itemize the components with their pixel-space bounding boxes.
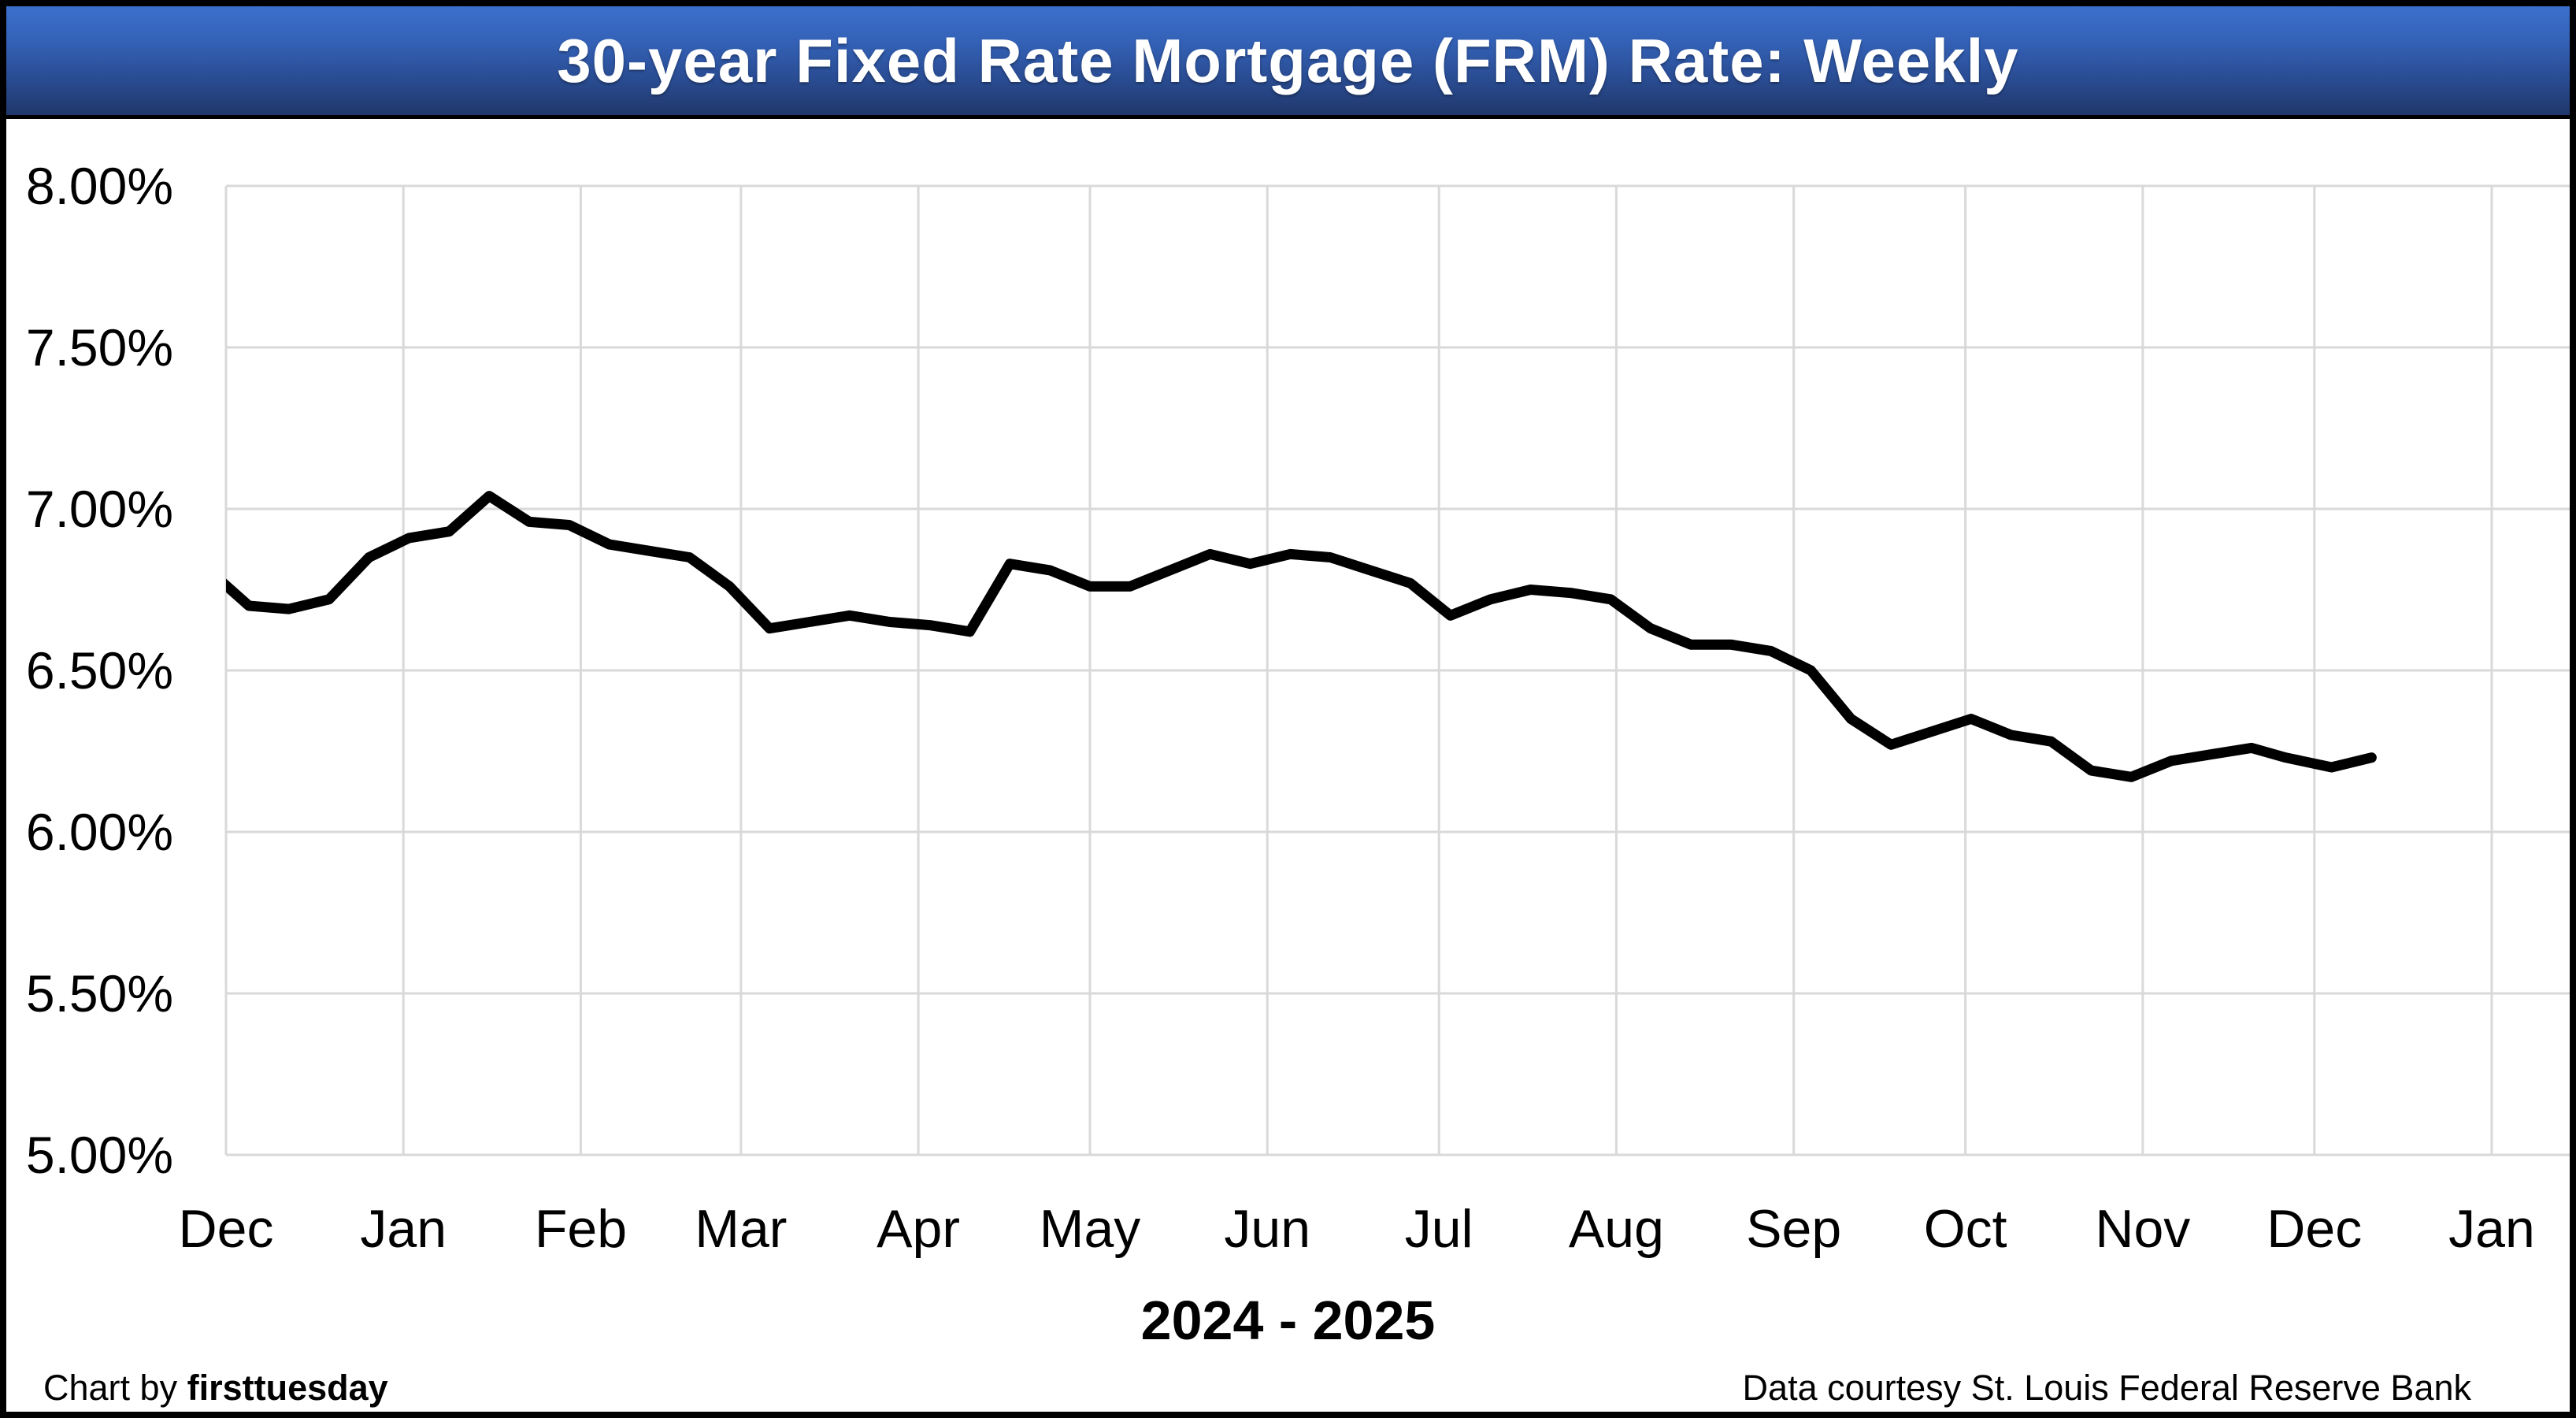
y-tick-label: 7.00% <box>26 480 173 538</box>
chart-title: 30-year Fixed Rate Mortgage (FRM) Rate: … <box>557 25 2019 95</box>
y-tick-label: 5.00% <box>26 1126 173 1184</box>
credit-left-brand: firsttuesday <box>187 1368 388 1408</box>
title-bar: 30-year Fixed Rate Mortgage (FRM) Rate: … <box>6 6 2570 119</box>
plot-area: 8.00%7.50%7.00%6.50%6.00%5.50%5.00%Dec Ja… <box>26 157 2570 1259</box>
y-tick-label: 5.50% <box>26 964 173 1023</box>
x-month-label: May <box>1040 1199 1140 1259</box>
y-tick-label: 8.00% <box>26 157 173 215</box>
x-month-label: Nov <box>2095 1199 2190 1259</box>
x-month-label: Dec <box>179 1199 274 1259</box>
x-month-label: Jan <box>360 1199 447 1259</box>
x-month-label: Apr <box>877 1199 960 1259</box>
y-tick-label: 7.50% <box>26 318 173 377</box>
x-month-label: Sep <box>1746 1199 1841 1259</box>
x-month-label: Jun <box>1224 1199 1310 1259</box>
credit-left-prefix: Chart by <box>43 1368 187 1408</box>
y-tick-label: 6.00% <box>26 803 173 861</box>
x-month-label: Aug <box>1569 1199 1664 1259</box>
y-tick-label: 6.50% <box>26 641 173 700</box>
x-month-label: Dec <box>2267 1199 2362 1259</box>
rate-line <box>226 491 2377 782</box>
x-month-label: Feb <box>535 1199 627 1259</box>
x-month-label: Jul <box>1405 1199 1473 1259</box>
credit-left: Chart by firsttuesday <box>43 1368 388 1409</box>
x-month-label: Oct <box>1924 1199 2007 1259</box>
x-axis-label: 2024 - 2025 <box>1140 1290 1436 1351</box>
x-month-label: Jan <box>2448 1199 2535 1259</box>
x-month-label: Mar <box>695 1199 787 1259</box>
credit-right: Data courtesy St. Louis Federal Reserve … <box>1742 1368 2471 1408</box>
